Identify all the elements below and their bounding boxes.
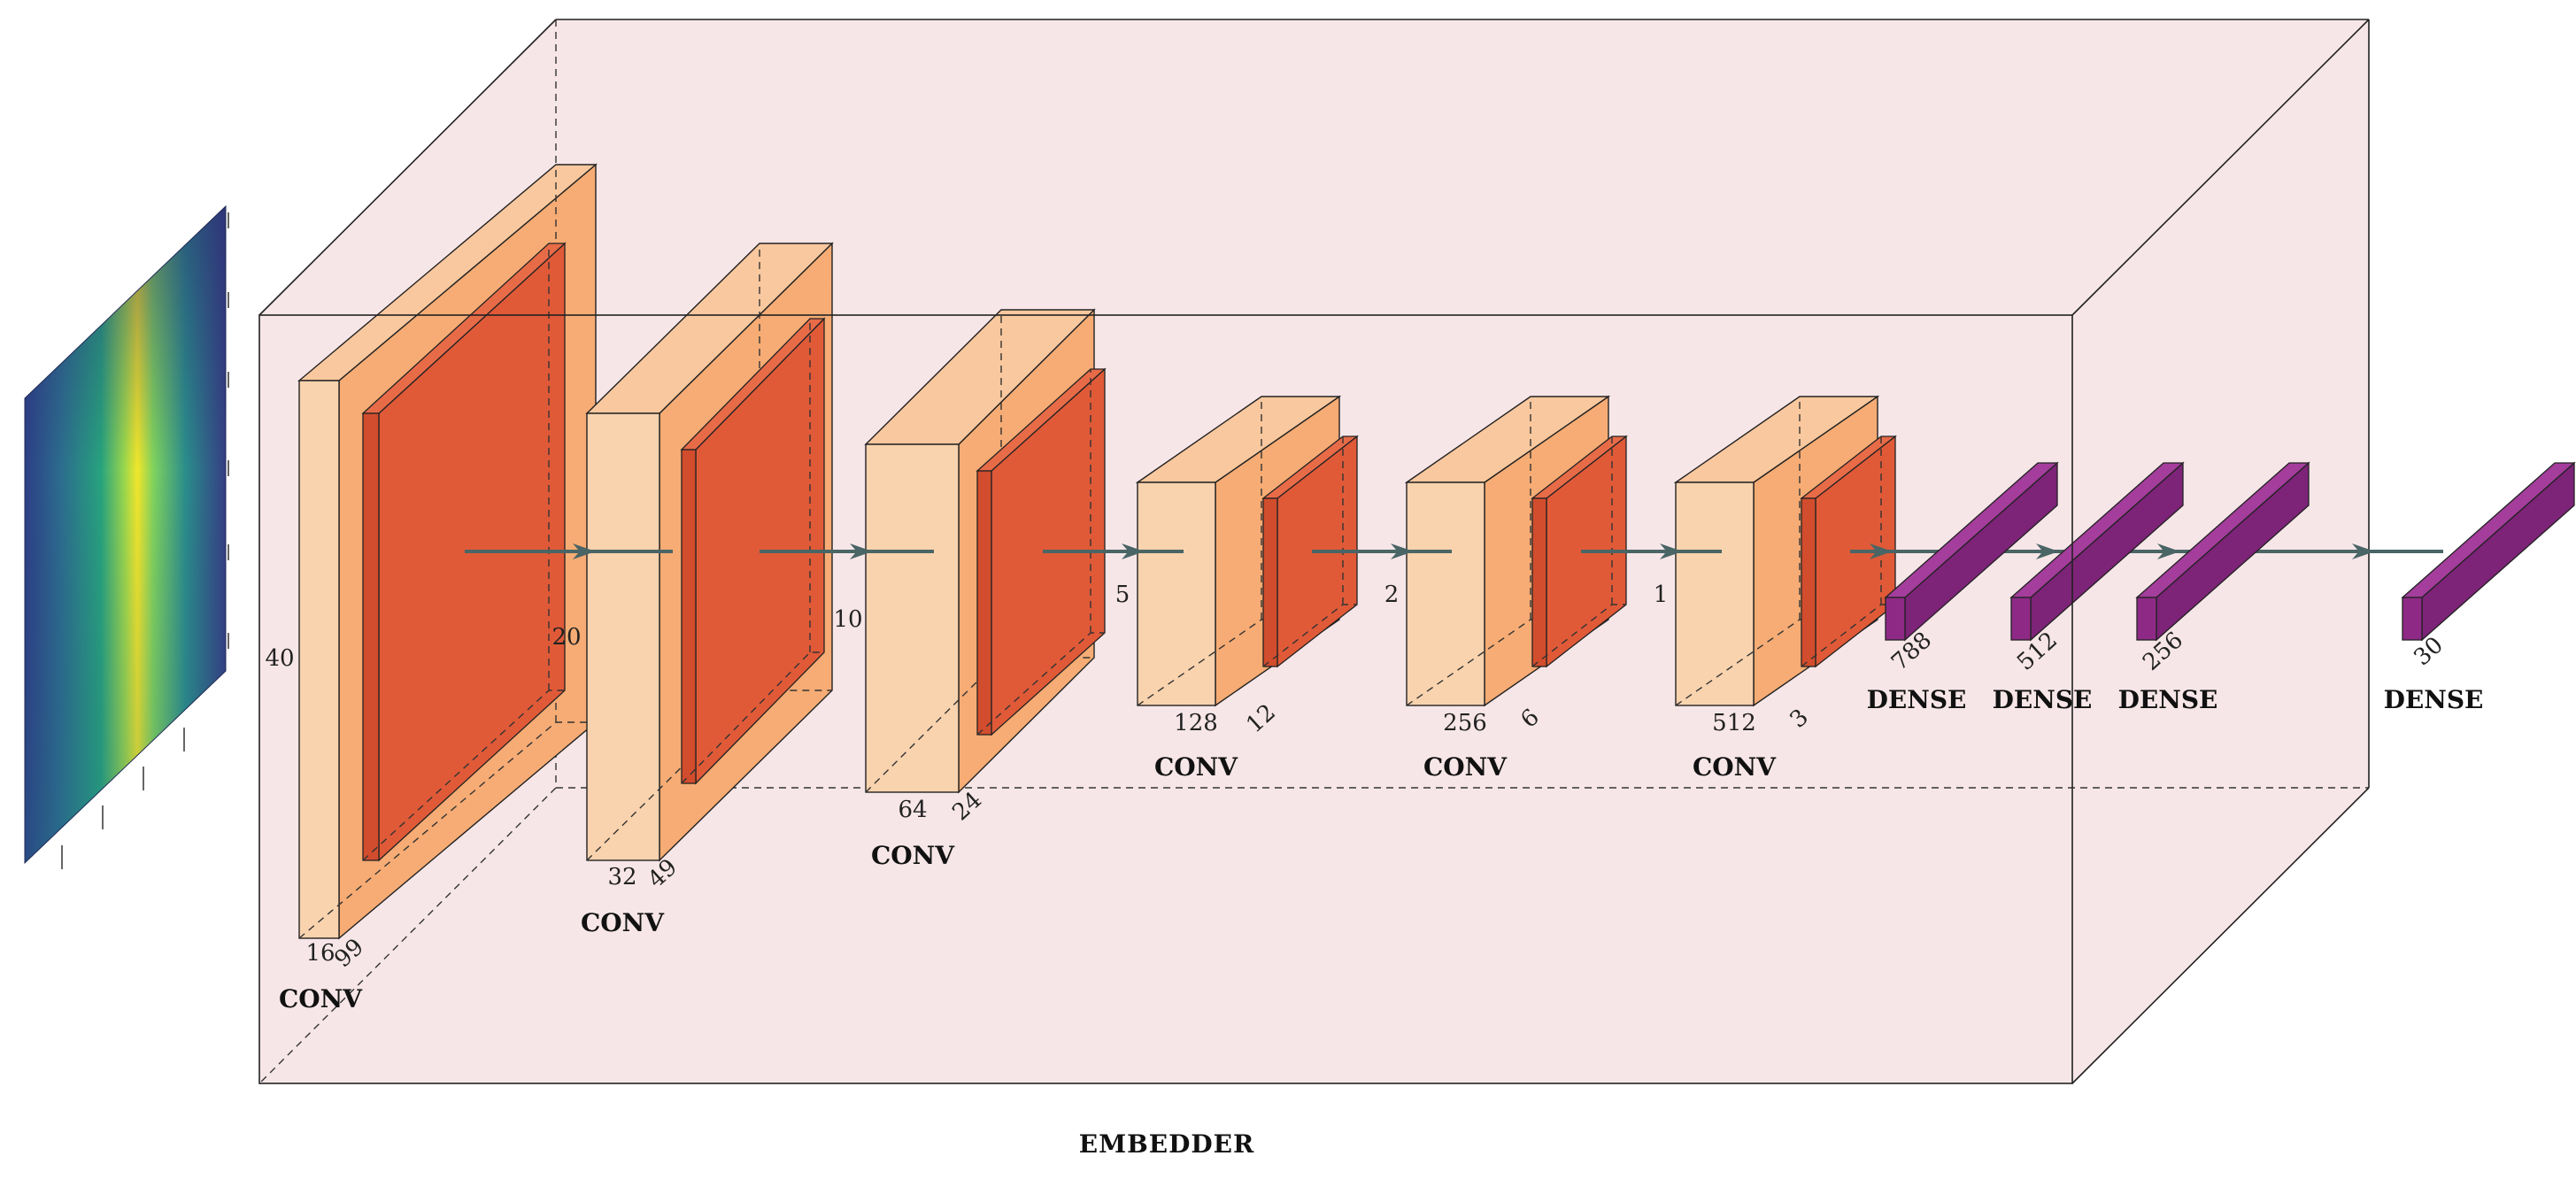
conv-layer-4 bbox=[1135, 395, 1359, 707]
dense-layer-label: DENSE bbox=[1993, 685, 2093, 714]
dense-layer-3 bbox=[2135, 461, 2310, 642]
conv-block-front bbox=[1137, 482, 1216, 706]
conv-width-label: 32 bbox=[607, 864, 636, 890]
conv-width-label: 16 bbox=[305, 940, 335, 967]
conv-height-label: 40 bbox=[265, 645, 294, 672]
conv-layer-label: CONV bbox=[1693, 752, 1777, 782]
conv-height-label: 10 bbox=[833, 606, 862, 633]
conv-layer-label: CONV bbox=[1154, 752, 1238, 782]
embedder-front-face bbox=[258, 314, 2073, 1084]
conv-kernel bbox=[1261, 435, 1359, 668]
conv-width-label: 64 bbox=[898, 797, 927, 823]
diagram-title: EMBEDDER bbox=[1079, 1129, 1255, 1159]
conv-block-front bbox=[1406, 482, 1485, 706]
conv-height-label: 5 bbox=[1115, 582, 1130, 608]
conv-block-front bbox=[865, 443, 960, 793]
input-spectrogram bbox=[24, 204, 229, 869]
conv-height-label: 1 bbox=[1654, 582, 1669, 608]
conv-width-label: 256 bbox=[1443, 710, 1487, 736]
conv-width-label: 128 bbox=[1174, 710, 1218, 736]
conv-height-label: 2 bbox=[1384, 582, 1400, 608]
dense-layer-1 bbox=[1884, 461, 2059, 642]
conv-layer-label: CONV bbox=[871, 841, 955, 870]
conv-layer-2 bbox=[585, 242, 834, 862]
conv-width-label: 512 bbox=[1712, 710, 1756, 736]
dense-layer-label: DENSE bbox=[2384, 685, 2484, 714]
dense-layer-2 bbox=[2009, 461, 2185, 642]
conv-height-label: 20 bbox=[551, 624, 581, 651]
dense-layer-label: DENSE bbox=[2118, 685, 2218, 714]
conv-layer-label: CONV bbox=[1423, 752, 1508, 782]
dense-layer-label: DENSE bbox=[1867, 685, 1967, 714]
conv-block-front bbox=[298, 380, 340, 939]
conv-block-front bbox=[1675, 482, 1755, 706]
conv-block-front bbox=[586, 412, 660, 861]
conv-layer-label: CONV bbox=[279, 984, 363, 1013]
conv-layer-label: CONV bbox=[581, 908, 665, 937]
dense-layer-4 bbox=[2401, 461, 2576, 642]
